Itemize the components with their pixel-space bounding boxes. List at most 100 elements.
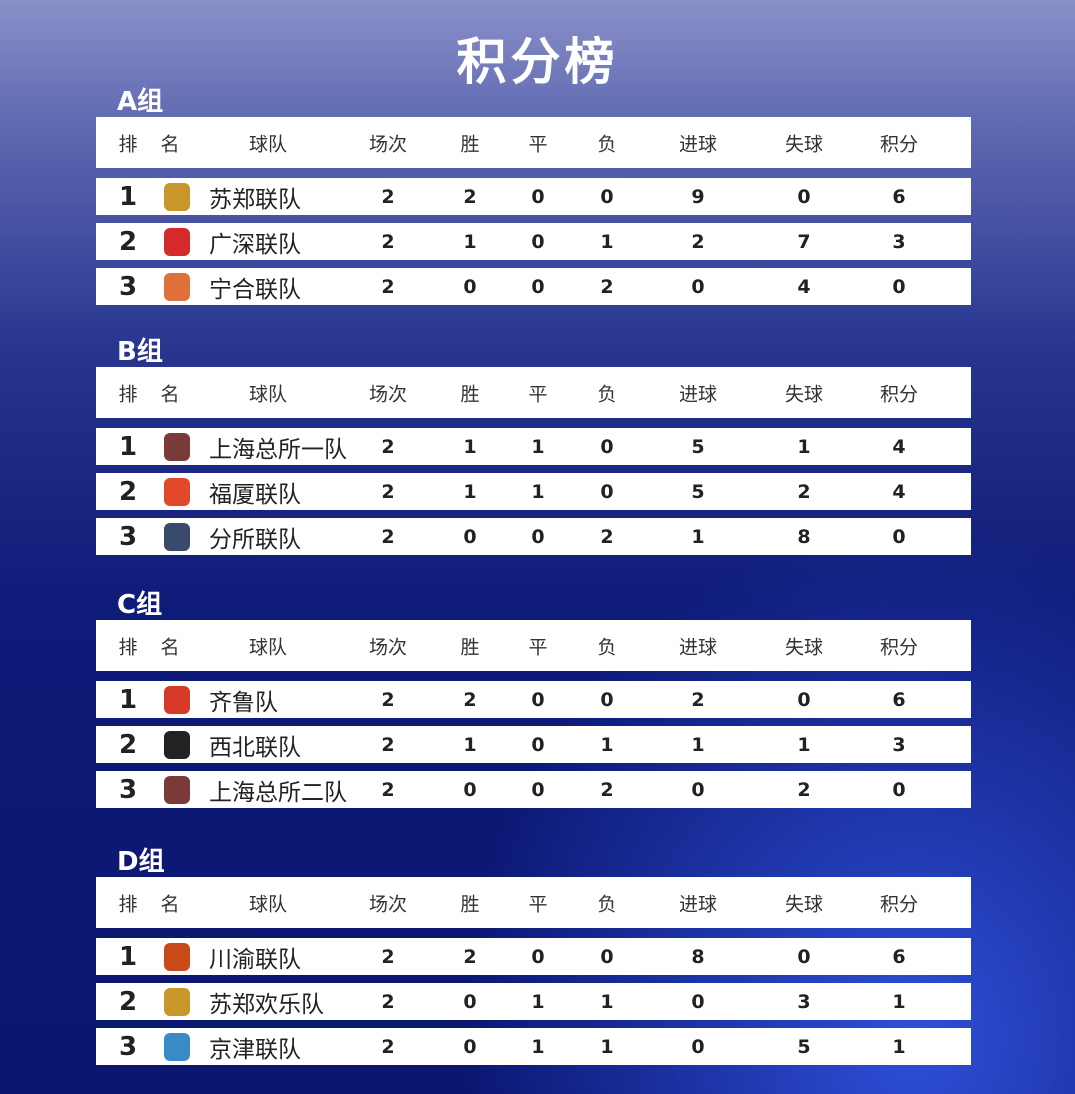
stat-ga: 0 bbox=[797, 185, 811, 208]
team-name: 西北联队 bbox=[209, 734, 301, 761]
stat-w: 2 bbox=[463, 688, 477, 711]
page-title: 积分榜 bbox=[456, 33, 619, 91]
group-label: A组 bbox=[117, 87, 164, 117]
stat-gf: 2 bbox=[691, 688, 705, 711]
column-header: 失球 bbox=[784, 636, 824, 658]
stat-d: 1 bbox=[531, 990, 545, 1013]
table-row: 3 上海总所二队 2 0 0 2 0 2 0 bbox=[96, 771, 971, 808]
stat-p: 2 bbox=[381, 945, 395, 968]
stat-ga: 1 bbox=[797, 435, 811, 458]
rank: 1 bbox=[118, 181, 138, 212]
stat-d: 0 bbox=[531, 733, 545, 756]
stat-ga: 5 bbox=[797, 1035, 811, 1058]
column-header: 胜 bbox=[460, 133, 480, 155]
column-header: 球队 bbox=[248, 893, 288, 915]
stat-d: 0 bbox=[531, 778, 545, 801]
column-header: 名 bbox=[160, 133, 180, 155]
column-header: 平 bbox=[528, 893, 548, 915]
column-header: 失球 bbox=[784, 133, 824, 155]
stat-l: 2 bbox=[600, 525, 614, 548]
stat-d: 1 bbox=[531, 480, 545, 503]
stat-gf: 1 bbox=[691, 733, 705, 756]
stat-pts: 1 bbox=[892, 1035, 906, 1058]
table-row: 3 宁合联队 2 0 0 2 0 4 0 bbox=[96, 268, 971, 305]
stat-gf: 0 bbox=[691, 275, 705, 298]
column-header: 胜 bbox=[460, 636, 480, 658]
column-header: 排 bbox=[118, 383, 138, 405]
team-logo-icon bbox=[164, 477, 190, 506]
stat-l: 0 bbox=[600, 435, 614, 458]
table-row: 1 齐鲁队 2 2 0 0 2 0 6 bbox=[96, 681, 971, 718]
table-row: 2 广深联队 2 1 0 1 2 7 3 bbox=[96, 223, 971, 260]
column-header: 平 bbox=[528, 133, 548, 155]
stat-gf: 0 bbox=[691, 1035, 705, 1058]
column-header: 名 bbox=[160, 893, 180, 915]
column-header: 负 bbox=[597, 893, 617, 915]
stat-ga: 2 bbox=[797, 480, 811, 503]
column-header: 名 bbox=[160, 636, 180, 658]
stat-d: 0 bbox=[531, 525, 545, 548]
stat-ga: 7 bbox=[797, 230, 811, 253]
column-header: 负 bbox=[597, 133, 617, 155]
stat-p: 2 bbox=[381, 733, 395, 756]
header-row: 排名 球队 场次 胜 平 负 进球 失球 积分 bbox=[96, 117, 971, 168]
stat-l: 2 bbox=[600, 778, 614, 801]
table-row: 3 京津联队 2 0 1 1 0 5 1 bbox=[96, 1028, 971, 1065]
team-logo-icon bbox=[164, 432, 190, 461]
team-name: 苏郑联队 bbox=[209, 186, 301, 213]
team-logo-icon bbox=[164, 272, 190, 301]
stat-pts: 0 bbox=[892, 778, 906, 801]
stat-l: 0 bbox=[600, 480, 614, 503]
stat-d: 1 bbox=[531, 1035, 545, 1058]
stat-p: 2 bbox=[381, 778, 395, 801]
column-header: 进球 bbox=[678, 636, 718, 658]
rank: 2 bbox=[118, 476, 138, 507]
stat-l: 0 bbox=[600, 688, 614, 711]
rank: 1 bbox=[118, 431, 138, 462]
column-header: 平 bbox=[528, 636, 548, 658]
stat-p: 2 bbox=[381, 230, 395, 253]
stat-d: 0 bbox=[531, 185, 545, 208]
stat-pts: 6 bbox=[892, 688, 906, 711]
stat-gf: 9 bbox=[691, 185, 705, 208]
column-header: 进球 bbox=[678, 383, 718, 405]
team-name: 宁合联队 bbox=[209, 276, 301, 303]
team-logo-icon bbox=[164, 942, 190, 971]
team-name: 川渝联队 bbox=[209, 946, 301, 973]
stat-ga: 2 bbox=[797, 778, 811, 801]
stat-d: 0 bbox=[531, 688, 545, 711]
team-logo-icon bbox=[164, 685, 190, 714]
stat-gf: 2 bbox=[691, 230, 705, 253]
stat-pts: 0 bbox=[892, 275, 906, 298]
column-header: 排 bbox=[118, 893, 138, 915]
header-row: 排名 球队 场次 胜 平 负 进球 失球 积分 bbox=[96, 877, 971, 928]
stat-pts: 4 bbox=[892, 435, 906, 458]
stat-ga: 0 bbox=[797, 945, 811, 968]
stat-w: 1 bbox=[463, 733, 477, 756]
column-header: 积分 bbox=[879, 893, 919, 915]
column-header: 失球 bbox=[784, 893, 824, 915]
stat-l: 0 bbox=[600, 945, 614, 968]
stat-w: 0 bbox=[463, 778, 477, 801]
team-name: 京津联队 bbox=[209, 1036, 301, 1063]
stat-pts: 0 bbox=[892, 525, 906, 548]
stat-p: 2 bbox=[381, 185, 395, 208]
stat-gf: 0 bbox=[691, 778, 705, 801]
table-row: 2 西北联队 2 1 0 1 1 1 3 bbox=[96, 726, 971, 763]
stat-p: 2 bbox=[381, 435, 395, 458]
team-logo-icon bbox=[164, 730, 190, 759]
column-header: 场次 bbox=[368, 383, 408, 405]
column-header: 胜 bbox=[460, 893, 480, 915]
rank: 3 bbox=[118, 774, 138, 805]
table-row: 2 福厦联队 2 1 1 0 5 2 4 bbox=[96, 473, 971, 510]
team-logo-icon bbox=[164, 987, 190, 1016]
column-header: 场次 bbox=[368, 133, 408, 155]
stat-p: 2 bbox=[381, 990, 395, 1013]
rank: 3 bbox=[118, 1031, 138, 1062]
stat-ga: 3 bbox=[797, 990, 811, 1013]
stat-l: 0 bbox=[600, 185, 614, 208]
stat-w: 2 bbox=[463, 185, 477, 208]
stat-p: 2 bbox=[381, 1035, 395, 1058]
stat-pts: 3 bbox=[892, 230, 906, 253]
column-header: 排 bbox=[118, 636, 138, 658]
